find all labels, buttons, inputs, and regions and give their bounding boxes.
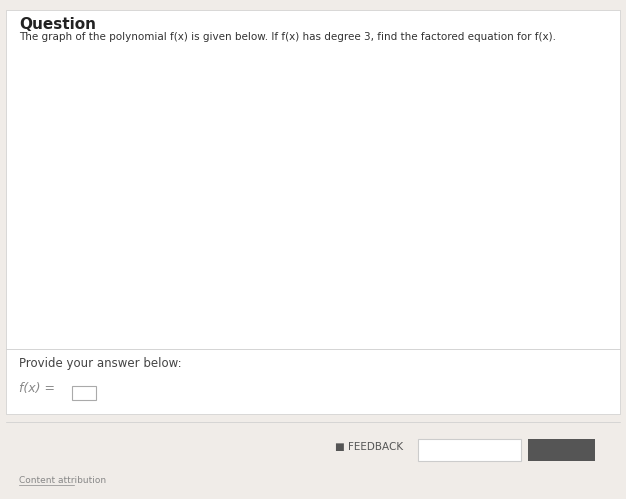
Text: ■ FEEDBACK: ■ FEEDBACK <box>335 442 403 452</box>
Text: -1: -1 <box>272 211 282 221</box>
Text: The graph of the polynomial f(x) is given below. If f(x) has degree 3, find the : The graph of the polynomial f(x) is give… <box>19 32 556 42</box>
Text: f(x) =: f(x) = <box>19 382 59 395</box>
Text: 3: 3 <box>304 102 310 112</box>
Text: Provide your answer below:: Provide your answer below: <box>19 357 182 370</box>
Text: Content attribution: Content attribution <box>19 476 106 485</box>
Text: f(x): f(x) <box>423 98 456 117</box>
Text: MORE INSTRUCTION: MORE INSTRUCTION <box>420 445 519 455</box>
Text: 1: 1 <box>304 166 310 176</box>
Text: 4: 4 <box>304 71 310 81</box>
Text: 2: 2 <box>396 211 403 221</box>
Text: 0: 0 <box>304 211 310 221</box>
Text: -4: -4 <box>300 323 310 333</box>
Text: -2: -2 <box>231 211 242 221</box>
Text: 2: 2 <box>304 134 310 144</box>
Text: -3: -3 <box>190 211 201 221</box>
Text: 3: 3 <box>436 211 443 221</box>
Text: 5: 5 <box>518 211 525 221</box>
Text: 4: 4 <box>477 211 484 221</box>
Text: -3: -3 <box>300 292 310 302</box>
Text: 1: 1 <box>355 211 362 221</box>
Text: -2: -2 <box>300 260 310 270</box>
Text: 6: 6 <box>558 211 565 221</box>
Text: -1: -1 <box>300 229 310 239</box>
Text: Question: Question <box>19 17 96 32</box>
Text: SUBMIT: SUBMIT <box>539 445 584 455</box>
